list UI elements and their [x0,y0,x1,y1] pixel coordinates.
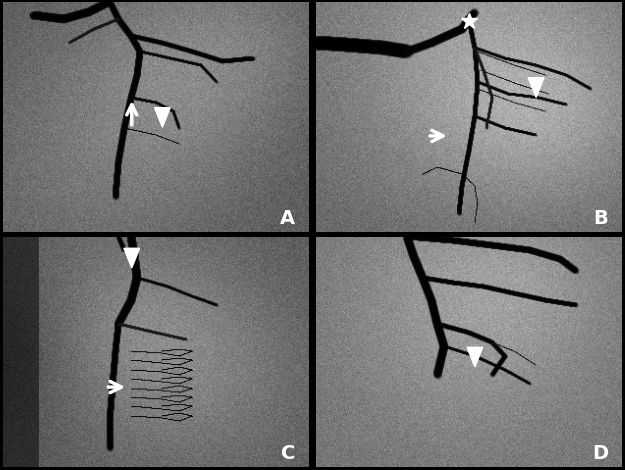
Text: C: C [281,444,295,463]
Text: B: B [593,209,608,228]
Polygon shape [467,347,482,367]
Text: D: D [592,444,609,463]
Polygon shape [124,248,139,268]
Text: A: A [281,209,296,228]
Polygon shape [154,108,170,127]
Polygon shape [528,78,544,97]
